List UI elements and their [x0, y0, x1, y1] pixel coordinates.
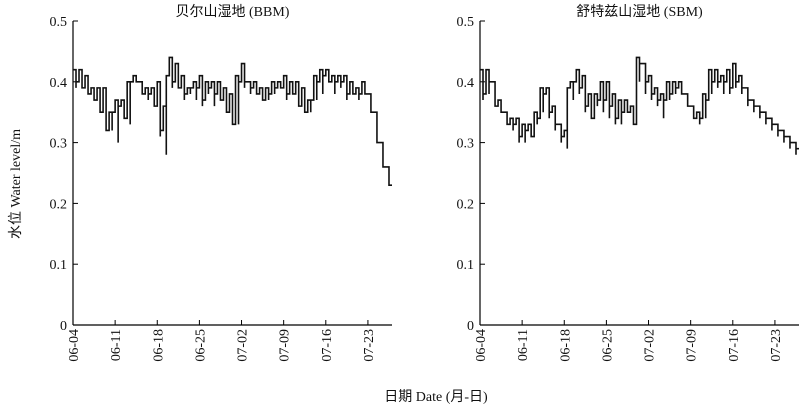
x-tick-label: 06-04 — [474, 329, 489, 362]
y-tick-label: 0.5 — [50, 15, 68, 30]
water-level-series-line — [73, 56, 392, 186]
y-tick-label: 0.1 — [50, 258, 68, 273]
x-tick-label: 06-25 — [193, 329, 208, 362]
y-tick-label: 0.3 — [457, 137, 475, 152]
y-tick-label: 0.1 — [457, 258, 475, 273]
x-tick-label: 06-04 — [67, 329, 82, 362]
y-tick-label: 0.4 — [457, 76, 475, 91]
y-tick-label: 0.2 — [50, 197, 68, 212]
x-tick-label: 06-11 — [109, 329, 124, 361]
x-tick-label: 07-02 — [643, 329, 658, 362]
x-tick-label: 07-09 — [278, 329, 293, 362]
x-tick-label: 07-02 — [236, 329, 251, 362]
x-tick-label: 07-16 — [320, 329, 335, 362]
y-axis-title: 水位 Water level/m — [8, 129, 24, 239]
y-tick-label: 0.4 — [50, 76, 68, 91]
x-tick-label: 07-09 — [685, 329, 700, 362]
water-level-series-line — [480, 56, 799, 155]
y-tick-label: 0.2 — [457, 197, 475, 212]
x-tick-label: 06-11 — [516, 329, 531, 361]
x-tick-label: 06-18 — [558, 329, 573, 362]
y-tick-label: 0.3 — [50, 137, 68, 152]
x-tick-label: 07-16 — [727, 329, 742, 362]
y-tick-label: 0 — [467, 319, 474, 334]
x-tick-label: 07-23 — [362, 329, 377, 362]
x-tick-label: 07-23 — [769, 329, 784, 362]
chart-title: 舒特兹山湿地 (SBM) — [576, 4, 703, 20]
x-tick-label: 06-18 — [151, 329, 166, 362]
x-axis-title: 日期 Date (月-日) — [384, 389, 488, 405]
chart-title: 贝尔山湿地 (BBM) — [176, 4, 290, 20]
panel-sbm: 舒特兹山湿地 (SBM) 0 0.1 0.2 0.3 0.4 0.5 06-04 06-11 06… — [457, 4, 799, 362]
x-tick-label: 06-25 — [600, 329, 615, 362]
panel-bbm: 贝尔山湿地 (BBM) 0 0.1 0.2 0.3 0.4 0.5 06-04 06-11 06-… — [50, 4, 392, 362]
y-tick-label: 0.5 — [457, 15, 475, 30]
y-tick-label: 0 — [60, 319, 67, 334]
